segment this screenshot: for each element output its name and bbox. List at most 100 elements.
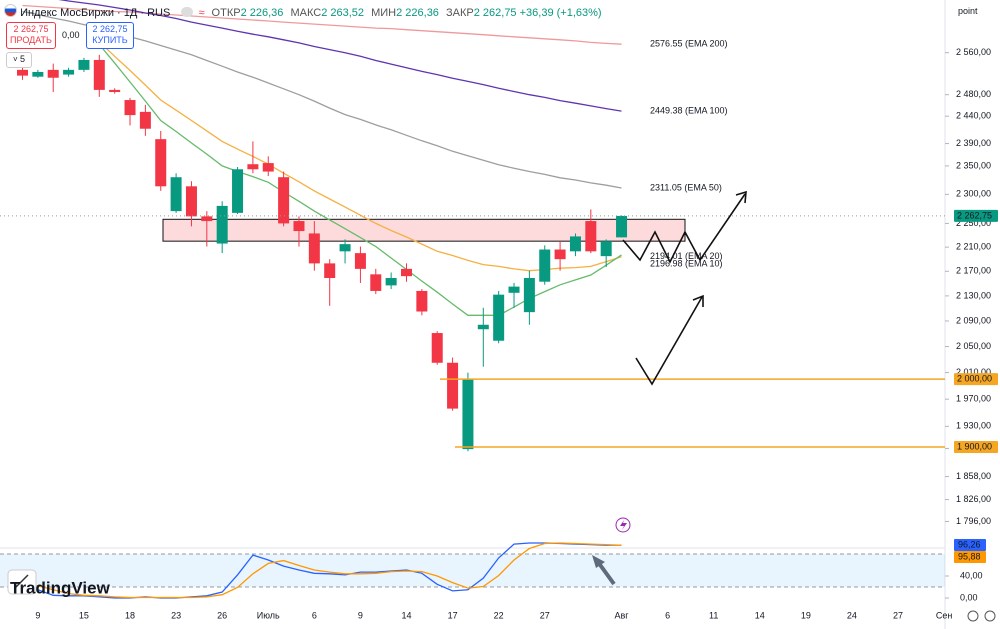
candle-body: [431, 333, 443, 363]
settings-icon[interactable]: [984, 610, 996, 622]
event-icon[interactable]: [615, 517, 631, 533]
x-tick-label: 24: [847, 610, 857, 620]
candle-body: [155, 139, 167, 187]
ema-line: [58, 0, 622, 112]
scenario-arrow: [635, 296, 703, 386]
candle-body: [93, 59, 105, 90]
buy-button[interactable]: 2 262,75 КУПИТЬ: [86, 22, 134, 49]
x-tick-label: 6: [665, 610, 670, 620]
stoch-value-label: 95,88: [958, 551, 981, 561]
main-pane: 2 560,00 2 480,00 2 440,00 2 390,00 2 350,00…: [0, 0, 998, 526]
annotation-arrow: [596, 560, 616, 586]
x-tick-label: 14: [755, 610, 765, 620]
sell-button[interactable]: 2 262,75 ПРОДАТЬ: [6, 22, 56, 49]
candle-body: [63, 69, 75, 75]
candle-body: [139, 111, 151, 129]
interval: 5: [19, 54, 25, 64]
x-tick-label: 18: [125, 610, 135, 620]
spread: 0,00: [62, 30, 80, 40]
ema-label: 2311.05 (EMA 50): [650, 182, 722, 192]
stoch-band: [0, 554, 945, 587]
candle-body: [462, 378, 474, 450]
x-tick-label: 27: [540, 610, 550, 620]
x-tick-label: 15: [79, 610, 89, 620]
candle-body: [370, 274, 382, 291]
candle-body: [308, 233, 320, 264]
stoch-pane: 40,00 0,00 96,26 95,88 9 15 18 23 26 Июль 6 9 14 17 22…: [0, 539, 986, 620]
settings-icon[interactable]: [967, 610, 979, 622]
candle-body: [109, 89, 121, 93]
zone: [162, 218, 686, 242]
flag: [4, 4, 17, 17]
candle-body: [569, 236, 581, 252]
candle-body: [477, 324, 489, 330]
candle-body: [124, 100, 136, 116]
candle-body: [216, 205, 228, 244]
x-tick-label: Июль: [257, 610, 280, 620]
symbol[interactable]: Индекс МосБиржи · 1Д · RUS: [20, 7, 171, 19]
stoch-line: [22, 542, 622, 599]
event-icon: [620, 520, 627, 530]
y-tick-label: 1 930,00: [956, 421, 991, 431]
y-tick-label: 40,00: [960, 570, 983, 580]
y-tick-label: 2 250,00: [956, 218, 991, 228]
candle-body: [600, 241, 612, 257]
x-tick-label: Сен: [936, 610, 953, 620]
y-tick-label: 0,00: [960, 592, 978, 602]
stoch-value-label: 96,26: [958, 539, 981, 549]
y-tick-label: 2 480,00: [956, 89, 991, 99]
ohlc-label: МАКС: [290, 7, 322, 19]
buy-label: КУПИТЬ: [92, 35, 128, 45]
ema-label: 2194.01 (EMA 20): [650, 251, 723, 261]
icon: [181, 7, 194, 17]
candle-body: [508, 286, 520, 293]
candle-body: [247, 164, 259, 170]
y-tick-label: 2 300,00: [956, 189, 991, 199]
ohlc-value: 2 226,36: [240, 7, 284, 19]
scenario-arrow: [622, 193, 746, 264]
candle-body: [416, 290, 428, 312]
x-tick-label: 6: [312, 610, 317, 620]
y-tick-label: 2 010,00: [956, 367, 991, 377]
stoch-line: [22, 542, 622, 599]
x-tick-label: 19: [801, 610, 811, 620]
scale-mode[interactable]: point: [958, 6, 978, 16]
candle-body: [616, 215, 628, 238]
ohlc-value: 2 226,36: [396, 7, 439, 19]
candle-body: [170, 177, 182, 212]
x-tick-label: 26: [217, 610, 227, 620]
y-tick-label: 2 050,00: [956, 341, 991, 351]
x-tick-label: 22: [494, 610, 504, 620]
sell-label: ПРОДАТЬ: [10, 35, 52, 45]
candle-body: [554, 249, 566, 260]
level-label: 2 000,00: [957, 374, 992, 384]
ohlc-value: 2 263,52: [321, 7, 365, 19]
candle-body: [539, 249, 551, 282]
sell-price: 2 262,75: [13, 24, 49, 34]
stoch-tag: [954, 539, 986, 552]
x-tick-label: 14: [401, 610, 411, 620]
candle-body: [585, 221, 597, 252]
y-tick-label: 2 390,00: [956, 138, 991, 148]
candle-body: [523, 278, 535, 313]
buy-price: 2 262,75: [92, 24, 128, 34]
y-tick-label: 2 090,00: [956, 315, 991, 325]
candle-body: [17, 69, 28, 76]
candle-body: [185, 186, 197, 217]
ema-line: [22, 4, 622, 45]
interval-button[interactable]: ˅ 5: [6, 52, 32, 68]
y-tick-label: 1 796,00: [956, 516, 991, 526]
candle-body: [339, 244, 351, 252]
y-tick-label: 2 560,00: [956, 47, 991, 57]
arrow-head: [592, 555, 605, 568]
level-tag: [954, 441, 998, 454]
candle-body: [401, 268, 412, 277]
ema-label: 2449.38 (EMA 100): [650, 105, 728, 115]
candle-body: [232, 169, 244, 213]
ema-label: 2576.55 (EMA 200): [650, 39, 728, 49]
y-tick-label: 1 826,00: [956, 494, 991, 504]
ohlc-value: 2 262,75: [473, 7, 517, 19]
candle-body: [78, 59, 90, 70]
